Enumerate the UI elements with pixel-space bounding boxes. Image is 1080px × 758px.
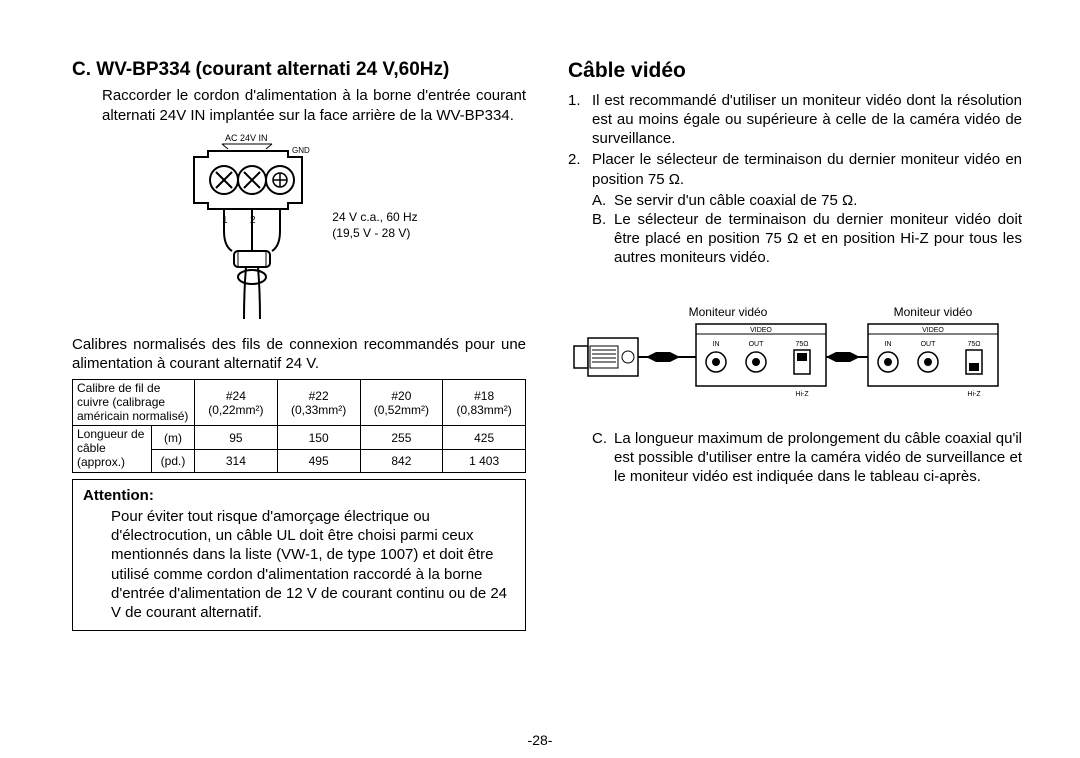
svg-text:IN: IN [885, 341, 892, 348]
unit-pd: (pd.) [152, 449, 195, 472]
col-18: #18(0,83mm²) [443, 380, 526, 426]
manual-page: C. WV-BP334 (courant alternati 24 V,60Hz… [0, 0, 1080, 758]
gnd-label: GND [292, 146, 310, 155]
right-column: Câble vidéo 1. Il est recommandé d'utili… [568, 58, 1022, 631]
attention-box: Attention: Pour éviter tout risque d'amo… [72, 479, 526, 631]
left-column: C. WV-BP334 (courant alternati 24 V,60Hz… [72, 58, 526, 631]
two-column-layout: C. WV-BP334 (courant alternati 24 V,60Hz… [72, 58, 1022, 631]
caption-line1: 24 V c.a., 60 Hz [332, 210, 417, 226]
pd-2: 842 [360, 449, 443, 472]
m-3: 425 [443, 426, 526, 449]
terminal-figure: AC 24V IN GND [72, 131, 526, 321]
pd-3: 1 403 [443, 449, 526, 472]
col-22: #22(0,33mm²) [277, 380, 360, 426]
section-c-heading: C. WV-BP334 (courant alternati 24 V,60Hz… [72, 58, 526, 82]
ac24-label: AC 24V IN [225, 133, 268, 143]
monitor-svg: Moniteur vidéo VIDEO IN OUT 75Ω Hi-Z [568, 296, 1008, 406]
col-24: #24(0,22mm²) [195, 380, 278, 426]
svg-text:VIDEO: VIDEO [750, 327, 772, 334]
pd-0: 314 [195, 449, 278, 472]
svg-text:75Ω: 75Ω [967, 341, 980, 348]
table-head-length: Longueur de câble (approx.) [73, 426, 152, 472]
wire-paragraph: Calibres normalisés des fils de connexio… [72, 335, 526, 373]
svg-text:VIDEO: VIDEO [922, 327, 944, 334]
terminal-svg: AC 24V IN GND [180, 131, 320, 321]
attention-body: Pour éviter tout risque d'amorçage élect… [83, 507, 515, 622]
sub-item-a: A. Se servir d'un câble coaxial de 75 Ω. [592, 191, 1022, 210]
svg-text:OUT: OUT [749, 341, 765, 348]
monitor-diagram: Moniteur vidéo VIDEO IN OUT 75Ω Hi-Z [568, 296, 1022, 411]
sub-item-b: B. Le sélecteur de terminaison du dernie… [592, 210, 1022, 268]
mon1-label: Moniteur vidéo [689, 305, 768, 319]
wire-gauge-table: Calibre de fil de cuivre (calibrage amér… [72, 379, 526, 473]
caption-line2: (19,5 V - 28 V) [332, 226, 417, 242]
terminal-caption: 24 V c.a., 60 Hz (19,5 V - 28 V) [332, 210, 417, 241]
m-1: 150 [277, 426, 360, 449]
pd-1: 495 [277, 449, 360, 472]
attention-title: Attention: [83, 486, 515, 505]
video-ordered-list: 1. Il est recommandé d'utiliser un monit… [568, 91, 1022, 189]
table-head-gauge: Calibre de fil de cuivre (calibrage amér… [73, 380, 195, 426]
unit-m: (m) [152, 426, 195, 449]
page-number: -28- [0, 732, 1080, 748]
m-2: 255 [360, 426, 443, 449]
svg-text:75Ω: 75Ω [795, 341, 808, 348]
m-0: 95 [195, 426, 278, 449]
mon2-label: Moniteur vidéo [894, 305, 973, 319]
list-item-1: 1. Il est recommandé d'utiliser un monit… [568, 91, 1022, 149]
section-c-intro: Raccorder le cordon d'alimentation à la … [72, 86, 526, 124]
sub-list: A. Se servir d'un câble coaxial de 75 Ω.… [568, 191, 1022, 268]
video-cable-heading: Câble vidéo [568, 58, 1022, 85]
sub-item-c: C. La longueur maximum de prolongement d… [592, 429, 1022, 487]
svg-text:Hi-Z: Hi-Z [967, 391, 981, 398]
sub-list-c: C. La longueur maximum de prolongement d… [568, 429, 1022, 487]
svg-text:OUT: OUT [921, 341, 937, 348]
svg-text:IN: IN [713, 341, 720, 348]
col-20: #20(0,52mm²) [360, 380, 443, 426]
list-item-2: 2. Placer le sélecteur de terminaison du… [568, 150, 1022, 188]
svg-text:Hi-Z: Hi-Z [795, 391, 809, 398]
